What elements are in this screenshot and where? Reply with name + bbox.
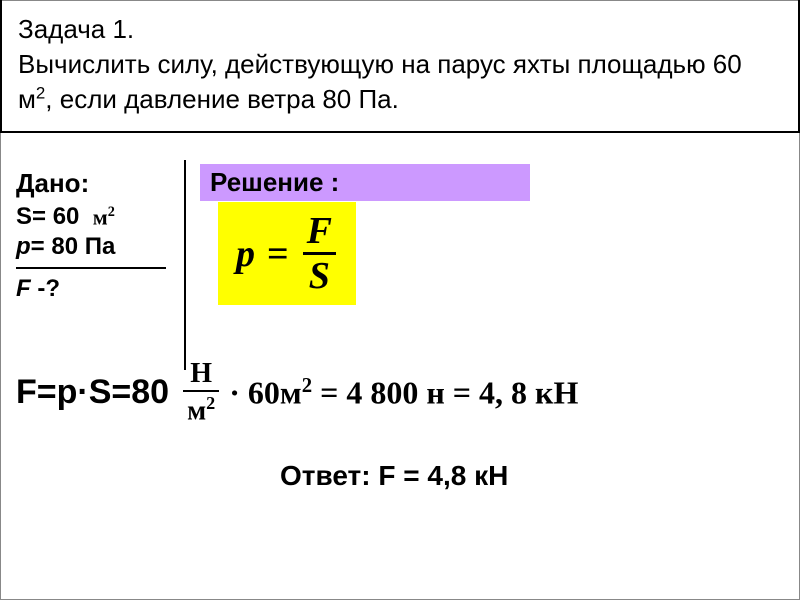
problem-sup: 2 (36, 84, 45, 103)
pressure-formula: p = F S (218, 202, 356, 305)
given-s-val: S= 60 (16, 203, 79, 230)
given-f-var: F (16, 275, 31, 302)
formula-num: F (301, 212, 338, 252)
problem-title: Задача 1. Вычислить силу, действующую на… (18, 12, 782, 117)
vertical-divider (184, 160, 186, 370)
given-p-val: = 80 Па (31, 233, 116, 260)
given-label: Дано: (16, 168, 166, 199)
calc-rest: · 60м2 = 4 800 н = 4, 8 кН (229, 374, 578, 412)
formula-den: S (303, 252, 336, 295)
formula-p: p (236, 232, 255, 276)
given-p-var: p (16, 233, 31, 260)
calc-prefix: F=p·S=80 (16, 373, 169, 412)
given-s-line: S= 60 м2 (16, 203, 166, 231)
calculation-line: F=p·S=80 Н м2 · 60м2 = 4 800 н = 4, 8 кН (16, 360, 578, 425)
given-section: Дано: S= 60 м2 p= 80 Па F -? (16, 168, 166, 305)
calc-frac-den: м2 (183, 390, 219, 425)
problem-line2b: , если давление ветра 80 Па. (45, 84, 399, 114)
given-f-q: -? (31, 275, 60, 302)
given-s-unit: м2 (93, 204, 115, 230)
problem-statement-box: Задача 1. Вычислить силу, действующую на… (0, 0, 800, 133)
calc-frac-num: Н (186, 360, 216, 390)
given-p-line: p= 80 Па (16, 233, 166, 261)
given-f-line: F -? (16, 275, 166, 303)
answer-line: Ответ: F = 4,8 кН (280, 460, 508, 492)
problem-line1: Задача 1. (18, 14, 134, 44)
solution-label: Решение : (200, 164, 530, 201)
formula-eq: = (267, 232, 289, 276)
given-divider (16, 267, 166, 269)
calc-unit-fraction: Н м2 (183, 360, 219, 425)
formula-fraction: F S (301, 212, 338, 295)
